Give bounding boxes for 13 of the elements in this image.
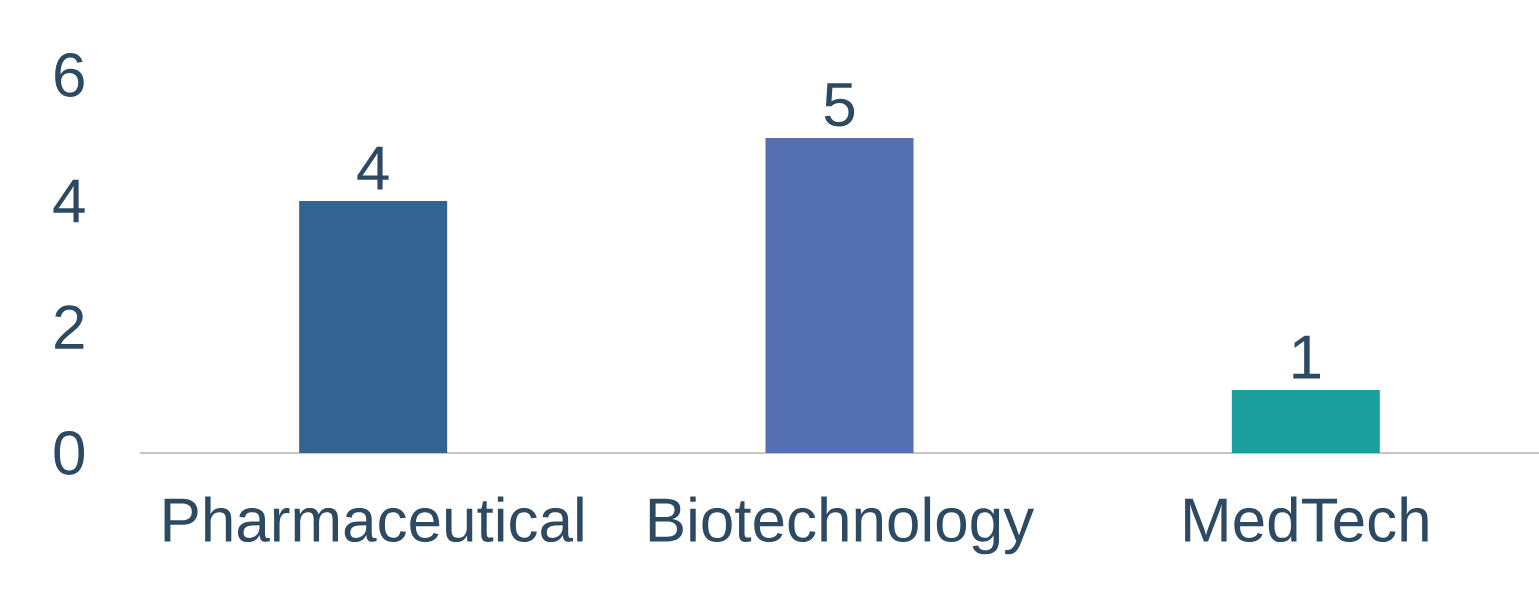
y-tick-label: 0	[54, 431, 85, 475]
x-tick-label: Biotechnology	[649, 496, 1035, 555]
x-tick-label: MedTech	[1185, 496, 1428, 543]
data-label: 5	[824, 83, 855, 127]
data-label: 4	[357, 146, 389, 190]
x-tick-label: Pharmaceutical	[164, 496, 583, 543]
bar	[1231, 390, 1380, 453]
data-label: 1	[1293, 335, 1321, 379]
bar	[299, 201, 448, 453]
y-tick-label: 4	[53, 179, 85, 223]
y-tick-label: 2	[55, 305, 84, 349]
y-tick-label: 6	[55, 53, 84, 97]
bar	[765, 138, 914, 453]
